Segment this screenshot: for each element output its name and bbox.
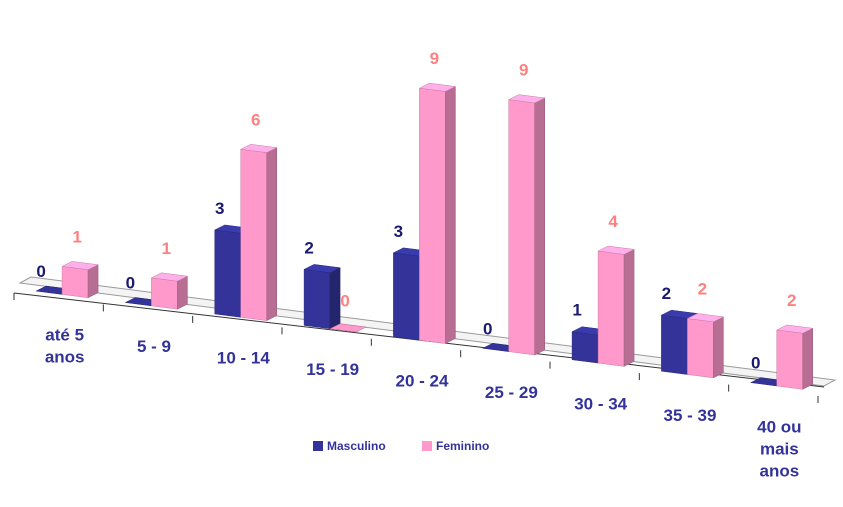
value-label-masculino-4: 3 [394, 222, 403, 241]
bar-feminino-8 [775, 324, 814, 390]
bar-front-feminino-4 [419, 87, 446, 344]
value-label-feminino-3: 0 [340, 292, 349, 311]
value-label-masculino-3: 2 [304, 238, 313, 257]
value-label-feminino-6: 4 [608, 212, 618, 231]
value-label-masculino-7: 2 [662, 284, 671, 303]
bar-side-feminino-0 [87, 264, 99, 299]
bar-front-masculino-6 [571, 331, 599, 364]
bar-feminino-3 [329, 323, 367, 333]
bar-top-masculino-3 [303, 264, 341, 273]
bar-side-feminino-1 [177, 275, 188, 310]
bar-feminino-2 [239, 144, 278, 322]
value-label-feminino-4: 9 [430, 49, 439, 68]
bar-front-feminino-6 [597, 250, 625, 367]
bar-top-feminino-7 [686, 313, 725, 323]
bar-feminino-4 [418, 82, 457, 344]
value-label-feminino-5: 9 [519, 61, 528, 80]
category-label-0: até 5 anos [45, 326, 85, 367]
value-label-feminino-8: 2 [787, 291, 796, 310]
bar-top-feminino-8 [775, 324, 814, 334]
category-axis-labels: até 5 anos 5 - 9 10 - 14 15 - 19 20 - 24 25 - … [45, 326, 802, 481]
bar-masculino-3 [303, 264, 341, 330]
bar-side-feminino-2 [266, 147, 277, 322]
category-label-3: 15 - 19 [306, 360, 359, 379]
bar-top-feminino-4 [418, 82, 457, 92]
category-label-8: 40 ou mais anos [757, 417, 801, 480]
value-label-feminino-2: 6 [251, 110, 260, 129]
bar-front-masculino-2 [214, 229, 241, 318]
category-label-4: 20 - 24 [396, 372, 449, 391]
value-label-masculino-2: 3 [215, 199, 224, 218]
bar-feminino-1 [150, 272, 189, 310]
category-label-6: 30 - 34 [574, 394, 627, 413]
bar-front-feminino-0 [61, 266, 89, 299]
bar-top-feminino-2 [239, 144, 278, 153]
category-label-5: 25 - 29 [485, 383, 538, 402]
value-label-masculino-1: 0 [126, 274, 135, 293]
bar-front-masculino-4 [393, 252, 420, 341]
bars [35, 82, 814, 390]
value-label-masculino-6: 1 [572, 301, 581, 320]
legend: Masculino Feminino [313, 439, 489, 453]
legend-swatch-masculino [313, 441, 323, 451]
legend-label-feminino: Feminino [436, 439, 489, 453]
bar-front-feminino-7 [687, 318, 714, 379]
bar-front-feminino-2 [240, 148, 267, 321]
bar-feminino-7 [686, 313, 725, 379]
bar-top-feminino-1 [150, 272, 189, 282]
bar-side-masculino-3 [329, 267, 341, 330]
bar-feminino-0 [61, 261, 99, 299]
bar-side-feminino-7 [713, 316, 724, 379]
bar-front-feminino-1 [151, 277, 178, 310]
value-label-masculino-5: 0 [483, 319, 492, 338]
value-label-feminino-0: 1 [72, 227, 81, 246]
bar-front-masculino-7 [661, 314, 688, 375]
bar-side-feminino-6 [623, 248, 635, 367]
bar-side-feminino-4 [445, 86, 456, 344]
legend-swatch-feminino [422, 441, 432, 451]
bar-side-feminino-8 [802, 327, 813, 390]
bar-top-feminino-6 [597, 245, 635, 255]
value-label-masculino-0: 0 [36, 262, 45, 281]
category-label-7: 35 - 39 [664, 406, 717, 425]
value-label-feminino-1: 1 [162, 239, 171, 258]
category-label-2: 10 - 14 [217, 349, 270, 368]
bar-top-feminino-5 [507, 94, 546, 104]
bar-front-masculino-3 [303, 269, 331, 330]
value-labels: 0 1 0 1 3 6 2 0 3 9 0 9 1 4 2 2 0 2 [36, 49, 796, 372]
bar-front-feminino-5 [508, 99, 535, 356]
bar-top-feminino-0 [61, 261, 99, 270]
bar-top-feminino-3 [329, 323, 367, 333]
bar-feminino-5 [507, 94, 546, 356]
legend-label-masculino: Masculino [327, 439, 386, 453]
category-label-1: 5 - 9 [137, 337, 171, 356]
bar-feminino-6 [597, 245, 635, 367]
value-label-masculino-8: 0 [751, 354, 760, 373]
bar-side-feminino-5 [534, 97, 545, 356]
bar-front-feminino-8 [776, 329, 803, 390]
value-label-feminino-7: 2 [698, 280, 707, 299]
